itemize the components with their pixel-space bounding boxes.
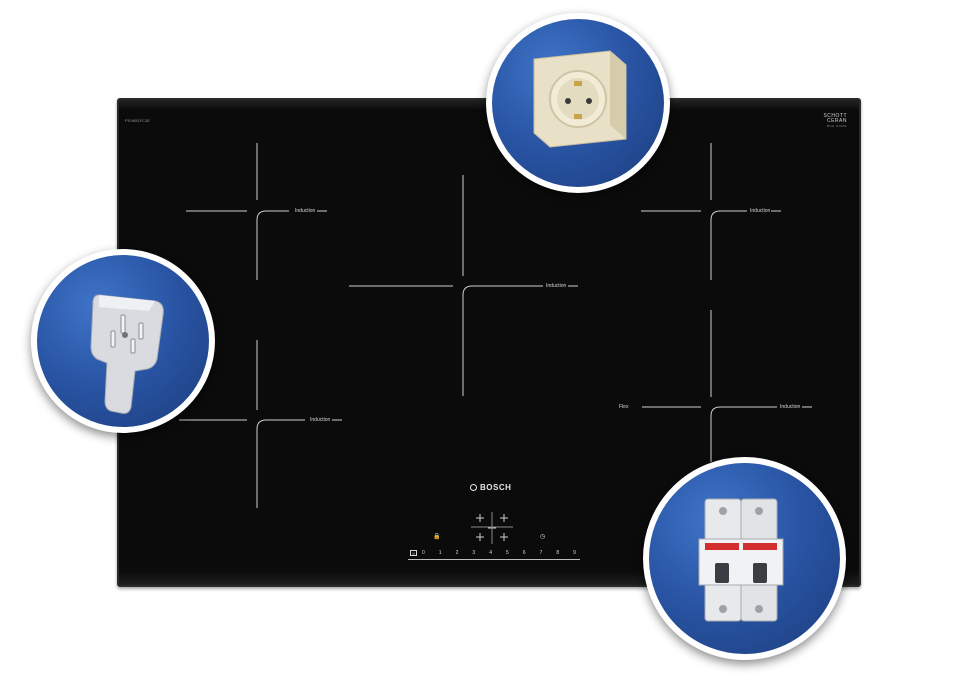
timer-button[interactable]: ◷ xyxy=(540,534,546,540)
schott-ceran-logo: SCHOTT CERAN BSH HOME xyxy=(823,114,847,129)
bosch-logo: BOSCH xyxy=(470,483,511,492)
wall-socket-icon xyxy=(533,50,627,148)
schott-line3: BSH HOME xyxy=(826,124,847,128)
zone-label-top-left: Induction xyxy=(295,208,316,214)
schott-line2: CERAN xyxy=(826,118,847,124)
power-level[interactable]: 4 xyxy=(489,550,492,556)
zone-mark xyxy=(256,210,289,280)
schott-line1: SCHOTT xyxy=(823,113,847,119)
power-level[interactable]: 3 xyxy=(472,550,476,556)
power-level-numbers: 0 1 2 3 4 5 6 7 8 9 xyxy=(422,550,576,556)
zone-label-top-right: Induction xyxy=(750,208,771,214)
power-level[interactable]: 6 xyxy=(522,550,526,556)
power-level[interactable]: 7 xyxy=(539,550,543,556)
zone-label-center: Induction xyxy=(546,283,567,289)
circuit-breaker-icon xyxy=(698,498,784,622)
model-code: PXV851FC1E xyxy=(125,118,150,123)
cooking-zone-markings xyxy=(179,143,812,544)
flex-zone-label: Flex xyxy=(619,404,629,410)
slider-track xyxy=(408,559,580,560)
boost-box[interactable]: II xyxy=(410,550,417,556)
circuit-breaker-badge xyxy=(643,457,846,660)
power-level[interactable]: 2 xyxy=(455,550,459,556)
power-level-slider[interactable]: II 0 1 2 3 4 5 6 7 8 9 xyxy=(408,550,580,560)
power-level[interactable]: 5 xyxy=(505,550,509,556)
zone-mark xyxy=(710,210,747,280)
power-level[interactable]: 0 xyxy=(422,550,425,556)
child-lock-button[interactable]: 🔒 xyxy=(433,534,441,540)
zone-mark xyxy=(256,419,305,508)
power-level[interactable]: 1 xyxy=(438,550,442,556)
power-level[interactable]: 9 xyxy=(573,550,576,556)
brand-name: BOSCH xyxy=(480,483,512,492)
zone-label-bottom-left: Induction xyxy=(310,417,331,423)
power-level[interactable]: 8 xyxy=(556,550,560,556)
wall-socket-badge xyxy=(486,13,670,193)
zone-mark xyxy=(462,285,543,396)
zone-mark xyxy=(710,406,777,462)
power-plug-icon xyxy=(90,294,164,414)
power-plug-badge xyxy=(31,249,215,433)
zone-label-bottom-right: Induction xyxy=(780,404,801,410)
bosch-ring-icon xyxy=(470,484,477,491)
